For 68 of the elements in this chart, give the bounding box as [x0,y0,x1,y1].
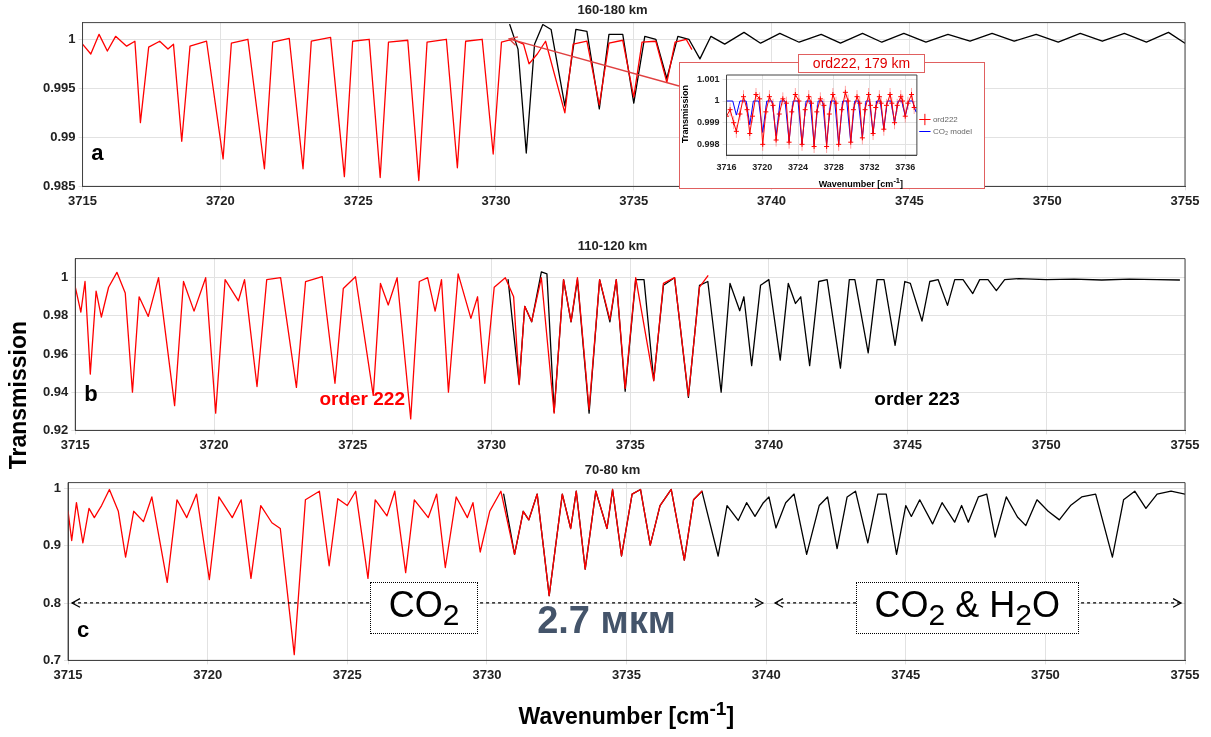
y-tick-label: 1 [61,269,69,285]
x-tick-label: 3720 [199,436,229,452]
x-tick-label: 3730 [476,436,506,452]
series-label: order 222 [319,387,405,409]
x-tick-label: 3735 [612,666,641,682]
x-tick-label: 3735 [615,436,645,452]
chart-title: 160-180 km [577,2,648,18]
x-tick-label: 3745 [893,436,923,452]
annotation: a [91,139,104,165]
x-tick-label: 3750 [1030,666,1060,682]
x-tick-label: 3730 [472,666,502,682]
y-tick-label: 0.8 [42,594,62,610]
x-tick-label: 3725 [343,192,373,208]
y-tick-label: 0.96 [42,345,69,361]
x-tick-label: 3755 [1170,666,1200,682]
x-tick-label: 3750 [1032,192,1062,208]
legend-label: ord222 [932,114,959,124]
x-tick-label: 3724 [788,162,809,173]
annotation: b [84,381,98,407]
annotation: 2.7 мкм [537,598,676,642]
x-tick-label: 3735 [619,192,649,208]
y-tick-label: 0.9 [42,537,62,553]
x-tick-label: 3716 [716,162,737,173]
x-tick-label: 3720 [752,162,773,173]
x-tick-label: 3745 [891,666,921,682]
y-tick-label: 0.98 [42,307,69,323]
y-tick-label: 1 [53,479,62,495]
x-tick-label: 3755 [1170,192,1200,208]
annotation: CO$_{2}$ & H$_{2}$O [855,582,1079,635]
x-tick-label: 3720 [193,666,223,682]
y-tick-label: 1.001 [696,73,720,84]
y-tick-label: 1 [714,95,720,106]
x-tick-label: 3736 [895,162,916,173]
y-tick-label: 0.999 [696,117,720,128]
x-tick-label: 3740 [757,192,787,208]
x-tick-label: 3725 [332,666,362,682]
y-tick-label: 0.985 [42,177,76,193]
legend-label: CO₂ model [932,126,973,136]
x-tick-label: 3755 [1170,436,1200,452]
y-tick-label: 0.99 [50,128,76,144]
x-tick-label: 3740 [751,666,781,682]
y-tick-label: 0.94 [42,383,70,399]
y-tick-label: 0.7 [42,651,62,667]
x-tick-label: 3725 [338,436,368,452]
x-axis-title: Wavenumber [cm$^{-1}$] [518,698,735,729]
x-tick-label: 3740 [754,436,784,452]
x-tick-label: 3745 [894,192,924,208]
x-tick-label: 3715 [53,666,83,682]
x-tick-label: 3730 [481,192,511,208]
x-tick-label: 3715 [68,192,97,208]
annotation: c [77,616,90,642]
x-tick-label: 3728 [823,162,844,173]
y-tick-label: 0.998 [696,138,720,149]
y-tick-label: 0.92 [42,421,69,437]
chart-title: ord222, 179 km [797,54,926,74]
series-label: order 223 [874,387,960,409]
x-tick-label: 3732 [859,162,880,173]
x-tick-label: 3750 [1031,436,1061,452]
y-axis-title: Transmission [680,85,691,144]
y-axis-title: Transmission [5,321,32,470]
y-tick-label: 0.995 [42,79,76,95]
y-tick-label: 1 [68,30,76,46]
chart-title: 110-120 km [577,238,648,254]
x-tick-label: 3720 [205,192,235,208]
annotation: CO$_{2}$ [369,582,479,635]
x-tick-label: 3715 [60,436,90,452]
chart-title: 70-80 km [584,462,641,478]
x-axis-title: Wavenumber [cm$^{-1}$] [818,176,904,190]
